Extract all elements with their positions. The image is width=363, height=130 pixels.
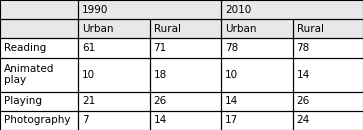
- Bar: [78, 19, 150, 38]
- Bar: [221, 0, 363, 19]
- Text: 18: 18: [154, 70, 167, 80]
- Text: 10: 10: [225, 70, 238, 80]
- Text: 14: 14: [154, 115, 167, 125]
- Bar: [78, 111, 150, 130]
- Text: 24: 24: [297, 115, 310, 125]
- Bar: [221, 58, 293, 92]
- Bar: [78, 111, 150, 130]
- Bar: [0, 19, 78, 38]
- Text: 78: 78: [225, 43, 238, 53]
- Bar: [150, 38, 221, 58]
- Bar: [150, 19, 221, 38]
- Bar: [0, 58, 78, 92]
- Bar: [0, 0, 78, 19]
- Bar: [221, 19, 293, 38]
- Bar: [78, 92, 150, 111]
- Text: 61: 61: [82, 43, 95, 53]
- Text: 10: 10: [82, 70, 95, 80]
- Text: Photography: Photography: [4, 115, 70, 125]
- Bar: [293, 38, 363, 58]
- Bar: [150, 111, 221, 130]
- Bar: [150, 19, 221, 38]
- Bar: [150, 58, 221, 92]
- Bar: [78, 0, 221, 19]
- Text: Urban: Urban: [82, 24, 114, 34]
- Bar: [293, 111, 363, 130]
- Bar: [0, 38, 78, 58]
- Text: 26: 26: [154, 96, 167, 106]
- Bar: [293, 92, 363, 111]
- Bar: [221, 92, 293, 111]
- Bar: [0, 0, 78, 19]
- Bar: [221, 111, 293, 130]
- Text: 71: 71: [154, 43, 167, 53]
- Bar: [150, 111, 221, 130]
- Bar: [78, 58, 150, 92]
- Bar: [78, 0, 221, 19]
- Bar: [221, 111, 293, 130]
- Text: 14: 14: [225, 96, 238, 106]
- Text: 78: 78: [297, 43, 310, 53]
- Bar: [0, 92, 78, 111]
- Text: Animated
play: Animated play: [4, 64, 54, 85]
- Bar: [150, 92, 221, 111]
- Bar: [0, 92, 78, 111]
- Text: 1990: 1990: [82, 5, 109, 15]
- Bar: [221, 58, 293, 92]
- Bar: [0, 111, 78, 130]
- Bar: [0, 38, 78, 58]
- Text: 21: 21: [82, 96, 95, 106]
- Bar: [150, 38, 221, 58]
- Text: Rural: Rural: [297, 24, 323, 34]
- Text: Urban: Urban: [225, 24, 257, 34]
- Bar: [221, 92, 293, 111]
- Bar: [221, 19, 293, 38]
- Text: Playing: Playing: [4, 96, 42, 106]
- Bar: [78, 92, 150, 111]
- Bar: [293, 92, 363, 111]
- Bar: [293, 38, 363, 58]
- Text: Reading: Reading: [4, 43, 46, 53]
- Bar: [78, 58, 150, 92]
- Bar: [293, 19, 363, 38]
- Bar: [0, 58, 78, 92]
- Text: 26: 26: [297, 96, 310, 106]
- Text: 14: 14: [297, 70, 310, 80]
- Bar: [78, 38, 150, 58]
- Bar: [78, 38, 150, 58]
- Bar: [221, 38, 293, 58]
- Bar: [78, 19, 150, 38]
- Text: 17: 17: [225, 115, 238, 125]
- Bar: [293, 19, 363, 38]
- Bar: [0, 19, 78, 38]
- Bar: [221, 0, 363, 19]
- Bar: [150, 58, 221, 92]
- Text: 7: 7: [82, 115, 89, 125]
- Bar: [221, 38, 293, 58]
- Text: 2010: 2010: [225, 5, 251, 15]
- Bar: [293, 58, 363, 92]
- Text: Rural: Rural: [154, 24, 180, 34]
- Bar: [293, 58, 363, 92]
- Bar: [150, 92, 221, 111]
- Bar: [0, 111, 78, 130]
- Bar: [293, 111, 363, 130]
